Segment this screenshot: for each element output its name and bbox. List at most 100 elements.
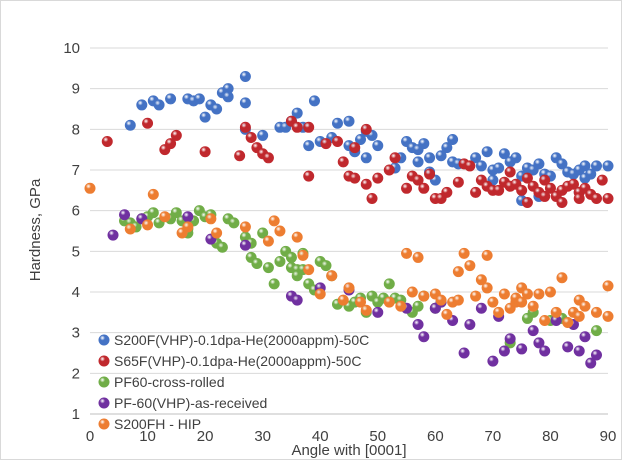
data-point bbox=[268, 278, 280, 290]
data-point bbox=[320, 138, 332, 150]
data-point bbox=[533, 288, 545, 300]
data-point bbox=[498, 345, 510, 357]
data-point bbox=[291, 294, 303, 306]
data-points bbox=[84, 70, 614, 369]
data-point bbox=[562, 316, 574, 328]
data-point bbox=[424, 168, 436, 180]
data-point bbox=[119, 209, 131, 221]
series-2 bbox=[101, 115, 614, 209]
data-point bbox=[493, 162, 505, 174]
data-point bbox=[239, 70, 251, 82]
data-point bbox=[579, 331, 591, 343]
data-point bbox=[516, 343, 528, 355]
data-point bbox=[406, 286, 418, 298]
y-axis-label: Hardness, GPa bbox=[27, 178, 44, 281]
data-point bbox=[107, 229, 119, 241]
data-point bbox=[274, 255, 286, 267]
data-point bbox=[257, 129, 269, 141]
data-point bbox=[343, 115, 355, 127]
data-point bbox=[516, 296, 528, 308]
data-point bbox=[481, 146, 493, 158]
data-point bbox=[533, 158, 545, 170]
data-point bbox=[487, 355, 499, 367]
data-point bbox=[124, 223, 136, 235]
data-point bbox=[544, 182, 556, 194]
data-point bbox=[360, 178, 372, 190]
data-point bbox=[262, 262, 274, 274]
data-point bbox=[239, 97, 251, 109]
data-point bbox=[544, 286, 556, 298]
data-point bbox=[539, 174, 551, 186]
data-point bbox=[234, 150, 246, 162]
data-point bbox=[211, 103, 223, 115]
data-point bbox=[590, 325, 602, 337]
legend-marker bbox=[98, 418, 110, 430]
data-point bbox=[360, 123, 372, 135]
data-point bbox=[291, 107, 303, 119]
data-point bbox=[550, 306, 562, 318]
data-point bbox=[291, 231, 303, 243]
data-point bbox=[539, 190, 551, 202]
data-point bbox=[596, 174, 608, 186]
data-point bbox=[136, 99, 148, 111]
data-point bbox=[590, 306, 602, 318]
legend-label: PF60-cross-rolled bbox=[114, 374, 224, 390]
data-point bbox=[303, 121, 315, 133]
data-point bbox=[470, 186, 482, 198]
data-point bbox=[412, 156, 424, 168]
data-point bbox=[435, 150, 447, 162]
data-point bbox=[101, 136, 113, 148]
data-point bbox=[602, 280, 614, 292]
data-point bbox=[372, 306, 384, 318]
data-point bbox=[556, 272, 568, 284]
data-point bbox=[475, 160, 487, 172]
data-point bbox=[159, 211, 171, 223]
data-point bbox=[452, 294, 464, 306]
y-tick-label: 4 bbox=[72, 284, 80, 301]
data-point bbox=[331, 136, 343, 148]
data-point bbox=[412, 319, 424, 331]
data-point bbox=[199, 111, 211, 123]
data-point bbox=[418, 182, 430, 194]
data-point bbox=[441, 308, 453, 320]
data-point bbox=[481, 249, 493, 261]
data-point bbox=[590, 160, 602, 172]
data-point bbox=[182, 211, 194, 223]
data-point bbox=[567, 178, 579, 190]
data-point bbox=[142, 117, 154, 129]
data-point bbox=[556, 197, 568, 209]
data-point bbox=[239, 239, 251, 251]
data-point bbox=[331, 117, 343, 129]
data-point bbox=[349, 142, 361, 154]
legend-label: S200FH - HIP bbox=[114, 416, 201, 432]
data-point bbox=[355, 296, 367, 308]
data-point bbox=[395, 300, 407, 312]
data-point bbox=[165, 138, 177, 150]
data-point bbox=[193, 93, 205, 105]
data-point bbox=[124, 119, 136, 131]
data-point bbox=[239, 221, 251, 233]
data-point bbox=[320, 260, 332, 272]
data-point bbox=[464, 260, 476, 272]
data-point bbox=[262, 235, 274, 247]
data-point bbox=[303, 140, 315, 152]
data-point bbox=[360, 304, 372, 316]
data-point bbox=[418, 138, 430, 150]
data-point bbox=[475, 302, 487, 314]
data-point bbox=[579, 160, 591, 172]
data-point bbox=[314, 288, 326, 300]
data-point bbox=[257, 227, 269, 239]
data-point bbox=[297, 249, 309, 261]
data-point bbox=[372, 140, 384, 152]
data-point bbox=[211, 227, 223, 239]
data-point bbox=[464, 160, 476, 172]
data-point bbox=[573, 192, 585, 204]
data-point bbox=[142, 219, 154, 231]
legend-marker bbox=[98, 355, 110, 367]
series-5 bbox=[84, 182, 614, 328]
data-point bbox=[602, 310, 614, 322]
data-point bbox=[441, 142, 453, 154]
data-point bbox=[262, 152, 274, 164]
